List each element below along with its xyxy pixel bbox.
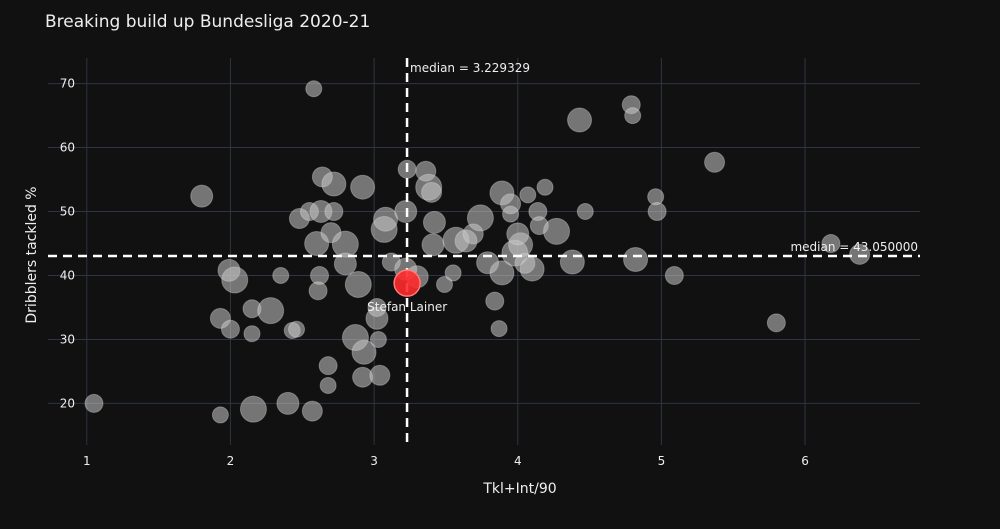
data-point <box>567 107 593 133</box>
data-point <box>519 256 545 282</box>
data-point <box>221 266 249 294</box>
data-point <box>190 184 214 208</box>
data-point <box>333 252 357 276</box>
y-tick-label: 50 <box>60 205 75 219</box>
median-y-label: median = 43.050000 <box>790 240 918 254</box>
data-point <box>321 171 347 197</box>
data-point <box>647 202 667 222</box>
data-points <box>84 80 871 424</box>
x-tick-label: 3 <box>370 454 378 468</box>
data-point <box>319 377 337 395</box>
data-point <box>367 297 387 317</box>
data-point <box>502 205 520 223</box>
data-point <box>576 203 594 221</box>
data-point <box>519 186 537 204</box>
data-point <box>466 204 494 232</box>
data-point <box>276 391 300 415</box>
data-point <box>485 291 505 311</box>
data-point <box>435 275 453 293</box>
data-point <box>239 395 267 423</box>
data-point <box>288 320 306 338</box>
y-tick-label: 40 <box>60 268 75 282</box>
y-tick-label: 30 <box>60 332 75 346</box>
data-point <box>305 80 323 98</box>
data-point <box>394 200 418 224</box>
data-point <box>490 320 508 338</box>
x-tick-label: 5 <box>658 454 666 468</box>
x-tick-label: 2 <box>227 454 235 468</box>
data-point <box>318 356 338 376</box>
highlighted-player: Stefan Lainer <box>367 269 447 314</box>
data-point <box>351 339 377 365</box>
data-point <box>623 246 649 272</box>
data-point <box>421 233 445 257</box>
data-point <box>543 217 571 245</box>
data-point <box>324 202 344 222</box>
data-point <box>489 260 515 286</box>
x-axis-label: Tkl+Int/90 <box>482 481 556 497</box>
y-tick-label: 20 <box>60 396 75 410</box>
median-x-label: median = 3.229329 <box>410 61 530 75</box>
data-point <box>664 265 684 285</box>
data-point <box>301 400 323 422</box>
y-tick-label: 60 <box>60 141 75 155</box>
data-point <box>766 313 786 333</box>
data-point <box>422 210 446 234</box>
data-point <box>272 266 290 284</box>
data-point <box>257 297 285 325</box>
data-point <box>344 270 372 298</box>
tick-labels: 1 2 3 4 5 6 20 30 40 50 60 70 <box>60 77 809 468</box>
data-point <box>84 393 104 413</box>
data-point <box>559 249 585 275</box>
data-point <box>704 151 726 173</box>
data-point <box>536 178 554 196</box>
x-tick-label: 1 <box>83 454 91 468</box>
data-point <box>624 107 642 125</box>
data-point <box>308 281 328 301</box>
data-point <box>211 406 229 424</box>
data-point <box>243 325 261 343</box>
x-tick-label: 6 <box>801 454 809 468</box>
median-lines: median = 3.229329 median = 43.050000 <box>48 58 920 445</box>
highlight-label: Stefan Lainer <box>367 300 447 314</box>
data-point <box>821 234 841 254</box>
data-point <box>350 174 376 200</box>
data-point <box>421 181 443 203</box>
data-point <box>506 222 530 246</box>
data-point <box>444 264 462 282</box>
data-point <box>373 206 399 232</box>
data-point <box>369 364 391 386</box>
data-point <box>369 330 387 348</box>
highlight-point <box>393 269 421 297</box>
data-point <box>220 319 240 339</box>
data-point <box>849 243 871 265</box>
x-tick-label: 4 <box>514 454 522 468</box>
chart-title: Breaking build up Bundesliga 2020-21 <box>45 12 370 32</box>
y-axis-label: Dribblers tackled % <box>24 186 40 323</box>
y-tick-label: 70 <box>60 77 75 91</box>
